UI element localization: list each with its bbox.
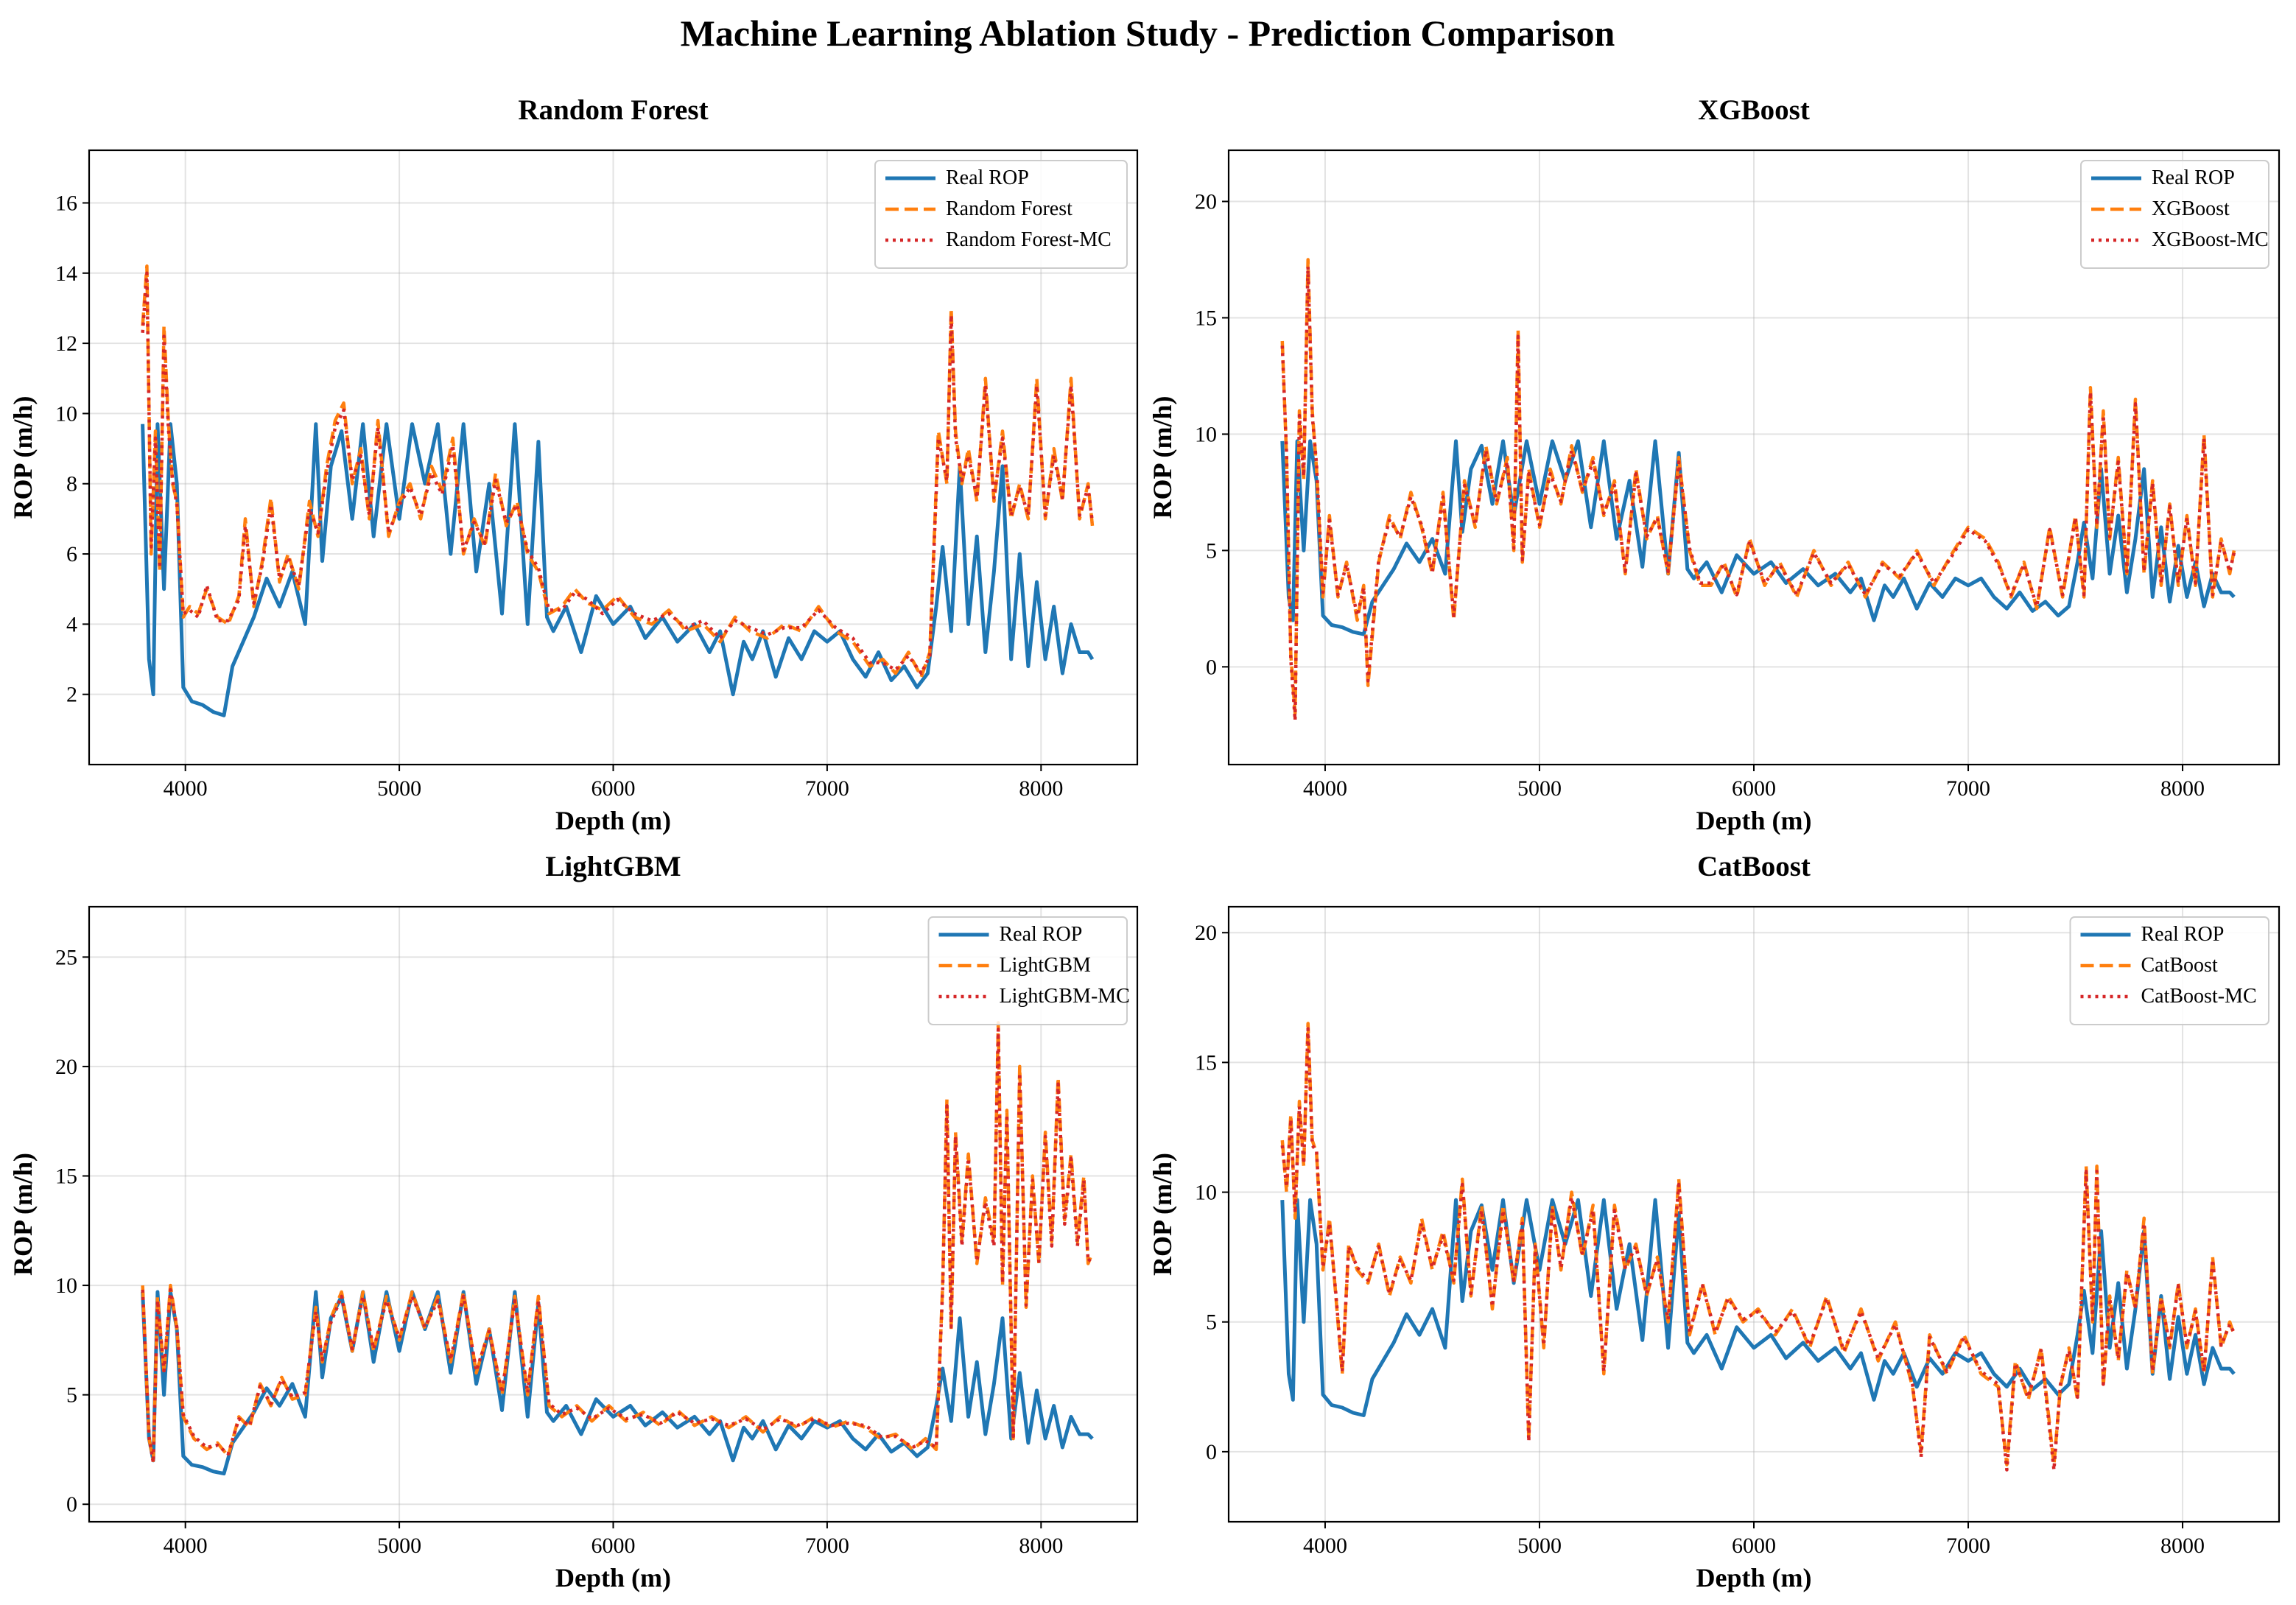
series-line-0 [1280, 439, 2236, 636]
x-tick-label: 8000 [1019, 776, 1063, 801]
panel-lightgbm: 4000 5000 6000 7000 8000 0 5 10 15 20 25 LightGBM De… [8, 851, 1139, 1592]
panel-title: Random Forest [518, 94, 708, 126]
x-tick-label: 5000 [377, 1534, 421, 1558]
legend-label-0: Real ROP [946, 166, 1029, 189]
x-tick-label: 7000 [1946, 1534, 1990, 1558]
x-tick-label: 6000 [1732, 1534, 1776, 1558]
y-tick-label: 15 [1195, 1050, 1217, 1075]
y-tick-label: 15 [1195, 306, 1217, 330]
series-group [1280, 1022, 2236, 1472]
legend-label-1: XGBoost [2152, 197, 2230, 220]
x-tick-label: 6000 [591, 1534, 636, 1558]
x-tick-label: 5000 [1517, 1534, 1562, 1558]
y-axis-label: ROP (m/h) [8, 396, 38, 519]
panel-title: LightGBM [545, 851, 681, 882]
figure-title: Machine Learning Ablation Study - Predic… [681, 13, 1615, 54]
panel-title: CatBoost [1697, 851, 1811, 882]
legend-label-1: LightGBM [1000, 954, 1092, 977]
panel-xgboost: 4000 5000 6000 7000 8000 0 5 10 15 20 XGBoost Depth… [1148, 94, 2281, 835]
y-tick-label: 12 [55, 331, 77, 356]
x-tick-label: 4000 [1303, 1534, 1347, 1558]
y-tick-label: 5 [66, 1383, 77, 1408]
series-line-2 [141, 1028, 1094, 1465]
y-tick-label: 0 [1206, 1440, 1217, 1464]
y-tick-label: 4 [66, 612, 77, 636]
y-tick-label: 14 [55, 261, 77, 286]
legend-label-0: Real ROP [2141, 923, 2225, 946]
y-tick-label: 16 [55, 191, 77, 215]
y-tick-label: 10 [55, 1274, 77, 1298]
panel-random-forest: 4000 5000 6000 7000 8000 2 4 6 8 10 12 14 16 Random F… [8, 94, 1139, 835]
x-axis-label: Depth (m) [1696, 1563, 1812, 1592]
y-tick-label: 6 [66, 542, 77, 566]
y-tick-label: 10 [1195, 1181, 1217, 1205]
x-tick-label: 6000 [1732, 776, 1776, 801]
legend: Real ROP CatBoost CatBoost-MC [2069, 916, 2269, 1025]
legend-label-1: CatBoost [2141, 954, 2218, 977]
legend-label-2: LightGBM-MC [1000, 985, 1130, 1008]
y-tick-label: 5 [1206, 538, 1217, 563]
y-axis-label: ROP (m/h) [1148, 396, 1177, 519]
y-axis-label: ROP (m/h) [8, 1153, 38, 1276]
y-tick-label: 0 [66, 1492, 77, 1517]
y-tick-label: 5 [1206, 1310, 1217, 1335]
x-axis-label: Depth (m) [555, 1563, 671, 1592]
legend-label-2: CatBoost-MC [2141, 985, 2257, 1008]
x-tick-label: 7000 [805, 1534, 849, 1558]
x-tick-label: 4000 [164, 1534, 208, 1558]
legend: Real ROP Random Forest Random Forest-MC [874, 160, 1128, 269]
legend-box [2080, 160, 2269, 269]
y-tick-label: 20 [55, 1055, 77, 1079]
legend: Real ROP LightGBM LightGBM-MC [927, 916, 1130, 1025]
series-line-0 [141, 1290, 1094, 1476]
x-tick-label: 5000 [1517, 776, 1562, 801]
x-axis-label: Depth (m) [555, 806, 671, 835]
x-tick-label: 5000 [377, 776, 421, 801]
legend: Real ROP XGBoost XGBoost-MC [2080, 160, 2269, 269]
x-tick-label: 8000 [1019, 1534, 1063, 1558]
y-tick-label: 2 [66, 683, 77, 707]
x-tick-label: 4000 [164, 776, 208, 801]
y-tick-label: 25 [55, 945, 77, 969]
series-line-2 [141, 271, 1095, 675]
x-tick-label: 8000 [2160, 776, 2205, 801]
x-axis-label: Depth (m) [1696, 806, 1812, 835]
x-tick-label: 7000 [1946, 776, 1990, 801]
y-tick-label: 20 [1195, 190, 1217, 214]
y-tick-label: 10 [55, 401, 77, 426]
panel-catboost: 4000 5000 6000 7000 8000 0 5 10 15 20 CatBoost Dept… [1148, 851, 2281, 1592]
y-tick-label: 8 [66, 472, 77, 496]
y-tick-label: 10 [1195, 422, 1217, 446]
legend-box [874, 160, 1128, 269]
legend-label-2: XGBoost-MC [2152, 228, 2269, 251]
y-axis-label: ROP (m/h) [1148, 1153, 1177, 1276]
x-tick-label: 4000 [1303, 776, 1347, 801]
series-line-2 [1280, 1027, 2236, 1472]
x-tick-label: 6000 [591, 776, 636, 801]
series-line-2 [1280, 264, 2236, 723]
legend-label-1: Random Forest [946, 197, 1072, 220]
x-tick-label: 8000 [2160, 1534, 2205, 1558]
series-group [141, 1021, 1095, 1476]
series-line-0 [141, 422, 1095, 717]
legend-label-0: Real ROP [2152, 166, 2235, 189]
legend-label-0: Real ROP [1000, 923, 1083, 946]
panel-title: XGBoost [1698, 94, 1810, 126]
x-tick-label: 7000 [805, 776, 849, 801]
series-group [141, 264, 1095, 717]
y-tick-label: 15 [55, 1164, 77, 1188]
y-tick-label: 20 [1195, 921, 1217, 945]
legend-label-2: Random Forest-MC [946, 228, 1112, 251]
series-group [1280, 258, 2236, 723]
y-tick-label: 0 [1206, 655, 1217, 679]
